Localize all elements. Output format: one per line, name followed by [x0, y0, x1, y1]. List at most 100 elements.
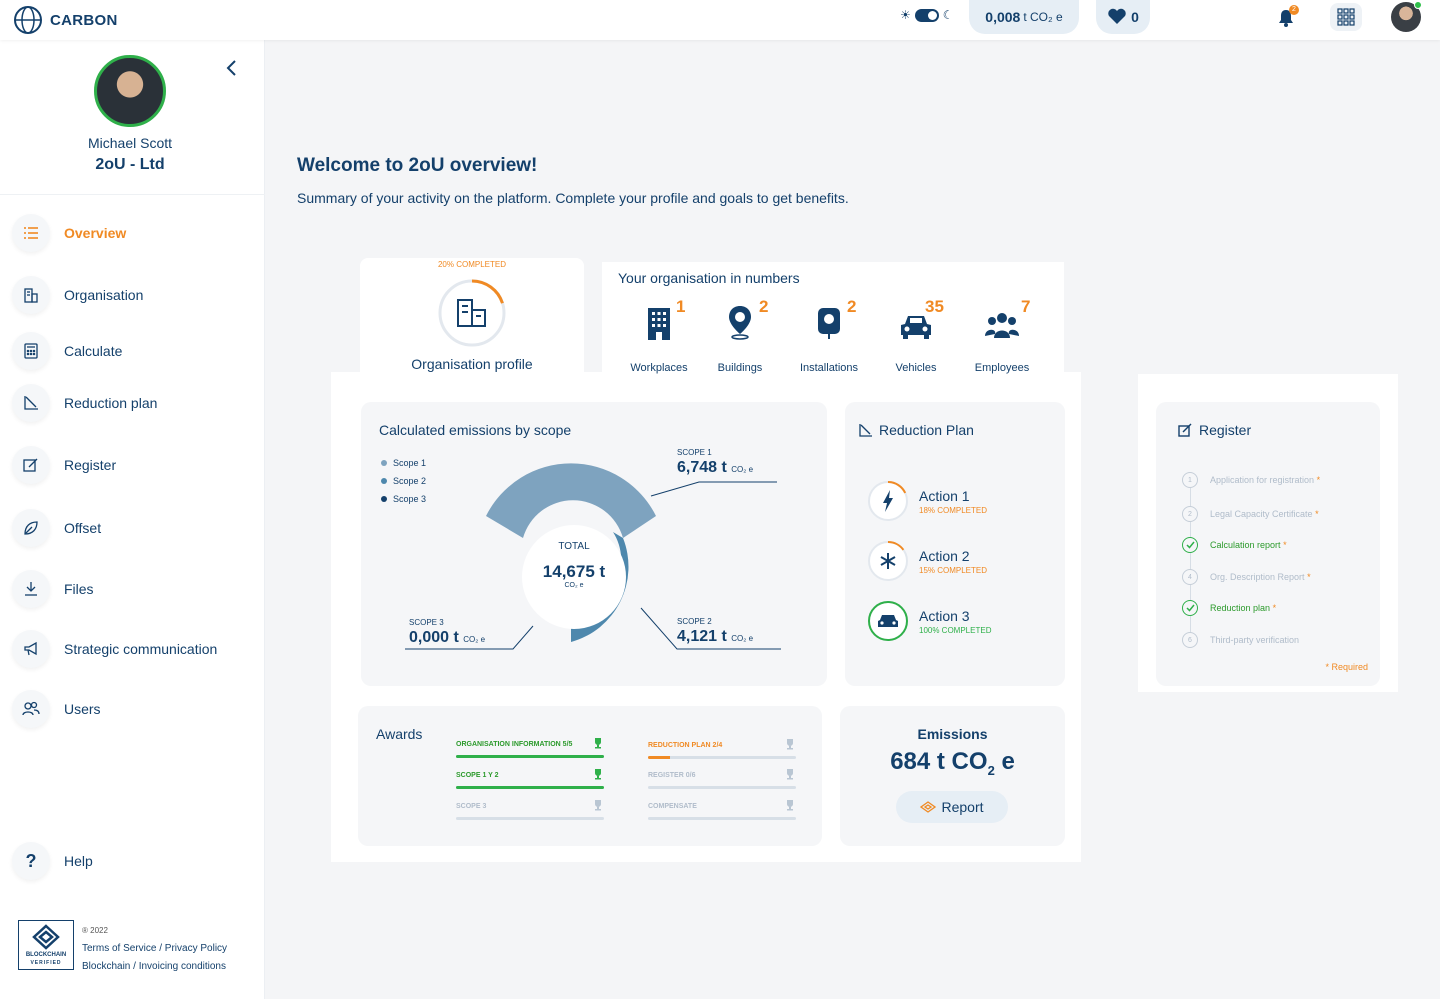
sidebar-item-offset[interactable]: Offset: [12, 509, 101, 547]
scope1-segment: [486, 463, 656, 538]
award-progress-bar: [648, 756, 796, 759]
legend-item-scope2: Scope 2: [381, 472, 426, 490]
copyright: ® 2022: [82, 926, 108, 935]
sidebar-item-calculate[interactable]: Calculate: [12, 332, 122, 370]
blockchain-verified-badge: BLOCKCHAIN VERIFIED: [18, 920, 74, 970]
register-step[interactable]: 1 Application for registration *: [1182, 472, 1320, 488]
reduction-action-1[interactable]: Action 1 18% COMPLETED: [867, 480, 987, 522]
reduction-card-title: Reduction Plan: [859, 422, 974, 438]
grid-icon: [1337, 8, 1355, 26]
action-status: 15% COMPLETED: [919, 565, 988, 575]
sidebar-item-strategic-communication[interactable]: Strategic communication: [12, 630, 217, 668]
action-progress-ring: [868, 601, 908, 641]
chart-down-icon: [12, 384, 50, 422]
toggle-track[interactable]: [914, 8, 939, 22]
total-value: 14,675 t: [542, 562, 606, 581]
numbers-item-employees[interactable]: 7 Employees: [957, 297, 1047, 374]
edit-icon: [1178, 423, 1192, 437]
register-step[interactable]: 2 Legal Capacity Certificate *: [1182, 506, 1319, 522]
check-circle-icon: [1182, 600, 1198, 616]
sidebar-item-users[interactable]: Users: [12, 690, 101, 728]
reduction-action-2[interactable]: Action 2 15% COMPLETED: [867, 540, 987, 582]
numbers-item-installations[interactable]: 2 Installations: [784, 297, 874, 374]
chevron-left-icon: [226, 60, 236, 76]
building-icon: [457, 299, 486, 327]
award-label: ORGANISATION INFORMATION 5/5: [456, 740, 573, 748]
reduction-plan-card[interactable]: Reduction Plan Action 1 18% COMPLETED Ac…: [845, 402, 1065, 686]
award-label: REDUCTION PLAN 2/4: [648, 741, 723, 749]
blockchain-invoicing-link[interactable]: Blockchain / Invoicing conditions: [82, 961, 226, 972]
hands-counter[interactable]: 0: [1096, 0, 1150, 34]
employees-label: Employees: [974, 362, 1030, 374]
donut-center: [522, 525, 626, 629]
online-status-dot: [1414, 1, 1422, 9]
vehicles-count: 35: [925, 297, 944, 316]
award-progress-bar: [648, 817, 796, 820]
award-item: REGISTER 0/6: [648, 768, 796, 789]
register-step[interactable]: 4 Org. Description Report *: [1182, 569, 1311, 585]
question-icon: ?: [12, 842, 50, 880]
award-label: REGISTER 0/6: [648, 771, 696, 779]
organisation-profile-card[interactable]: 20% COMPLETED Organisation profile: [360, 258, 584, 372]
action-name: Action 3: [919, 607, 970, 624]
total-label: TOTAL: [558, 541, 590, 552]
car-icon: [878, 615, 898, 627]
calculator-icon: [12, 332, 50, 370]
register-step[interactable]: 6 Third-party verification: [1182, 632, 1299, 648]
badge-text: BLOCKCHAIN: [25, 952, 67, 958]
apps-grid-button[interactable]: [1330, 3, 1362, 31]
register-card-title: Register: [1178, 422, 1251, 438]
reduction-action-3[interactable]: Action 3 100% COMPLETED: [867, 600, 991, 642]
sidebar-item-reduction-plan[interactable]: Reduction plan: [12, 384, 157, 422]
award-label: SCOPE 1 Y 2: [456, 771, 499, 779]
sun-icon: ☀: [900, 8, 911, 22]
sidebar-item-label: Reduction plan: [64, 395, 158, 411]
profile-org: 2oU - Ltd: [95, 156, 165, 173]
collapse-sidebar-button[interactable]: [224, 58, 240, 78]
award-item: ORGANISATION INFORMATION 5/5: [456, 737, 604, 758]
trophy-icon: [784, 738, 796, 752]
sidebar-item-label: Help: [64, 853, 93, 869]
page-subtitle: Summary of your activity on the platform…: [297, 190, 849, 206]
organisation-profile-label: Organisation profile: [411, 356, 533, 372]
trophy-icon: [592, 737, 604, 751]
numbers-item-vehicles[interactable]: 35 Vehicles: [871, 297, 961, 374]
sidebar-item-files[interactable]: Files: [12, 570, 94, 608]
location-pin-icon: [729, 306, 751, 340]
register-step[interactable]: Reduction plan *: [1182, 600, 1276, 616]
award-progress-bar: [456, 817, 604, 820]
co2-counter[interactable]: 0,008 t CO₂ e: [969, 0, 1079, 34]
sidebar-item-register[interactable]: Register: [12, 446, 116, 484]
sidebar-item-overview[interactable]: Overview: [12, 214, 126, 252]
leaf-icon: [12, 509, 50, 547]
sidebar-item-help[interactable]: ? Help: [12, 842, 93, 880]
theme-toggle[interactable]: ☀ ☾: [900, 8, 954, 22]
user-avatar[interactable]: [1391, 1, 1422, 32]
register-step-label: Legal Capacity Certificate *: [1210, 509, 1319, 519]
blockchain-logo-icon: [32, 924, 60, 950]
scope2-value: 4,121 t CO₂ e: [677, 628, 754, 645]
legend-item-scope1: Scope 1: [381, 454, 426, 472]
numbers-item-buildings[interactable]: 2 Buildings: [695, 297, 785, 374]
notifications-bell[interactable]: 2: [1275, 5, 1299, 29]
register-step[interactable]: Calculation report *: [1182, 537, 1287, 553]
top-bar: CARBON ☀ ☾ 0,008 t CO₂ e 0 2: [0, 0, 1440, 40]
profile-avatar[interactable]: [94, 55, 166, 127]
co2-unit: t CO₂ e: [1023, 10, 1063, 24]
terms-privacy-link[interactable]: Terms of Service / Privacy Policy: [82, 943, 228, 954]
register-card[interactable]: Register 1 Application for registration *…: [1156, 402, 1380, 686]
sidebar-item-organisation[interactable]: Organisation: [12, 276, 143, 314]
sidebar-item-label: Calculate: [64, 343, 123, 359]
scope3-leader-line: [405, 625, 534, 650]
sidebar-item-label: Overview: [64, 225, 127, 241]
installations-label: Installations: [799, 362, 859, 374]
emissions-card-title: Calculated emissions by scope: [379, 422, 572, 438]
trophy-icon: [784, 768, 796, 782]
globe-logo-icon: [14, 6, 42, 34]
logo[interactable]: CARBON: [12, 5, 118, 35]
report-button[interactable]: Report: [896, 791, 1008, 823]
sidebar-item-label: Offset: [64, 520, 102, 536]
lightning-icon: [883, 490, 893, 512]
numbers-item-workplaces[interactable]: 1 Workplaces: [614, 297, 704, 374]
sidebar-item-label: Register: [64, 457, 117, 473]
